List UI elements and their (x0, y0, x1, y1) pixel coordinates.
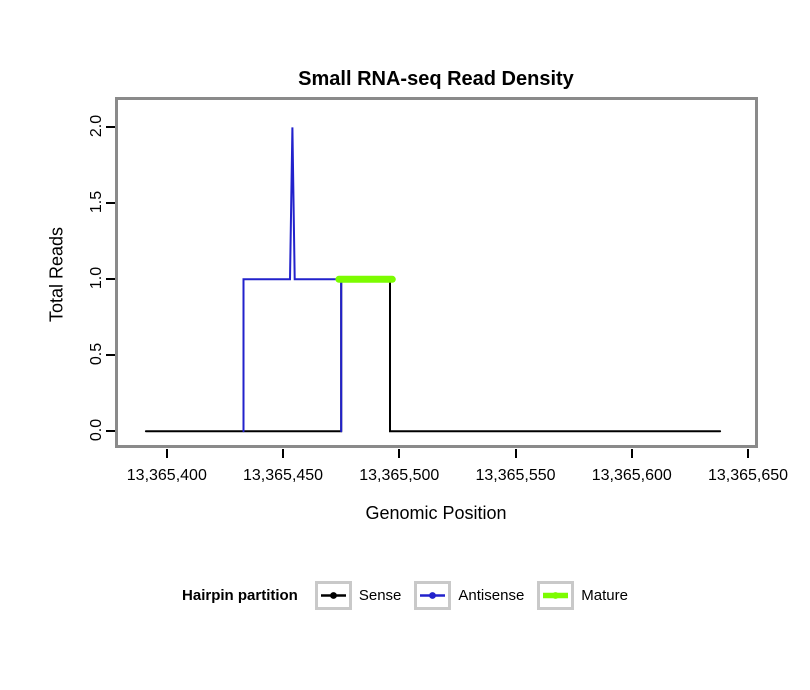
series-sense (144, 278, 722, 433)
x-tick-label: 13,365,600 (591, 467, 672, 484)
x-tick-mark (747, 449, 750, 458)
y-tick-mark (106, 202, 115, 205)
y-tick-label: 1.0 (88, 267, 105, 290)
x-tick-label: 13,365,500 (359, 467, 440, 484)
antisense-key-icon (420, 592, 446, 599)
x-tick-label: 13,365,550 (475, 467, 556, 484)
x-tick-mark (630, 449, 633, 458)
chart-title: Small RNA-seq Read Density (298, 68, 574, 90)
legend-title: Hairpin partition (182, 587, 298, 604)
sense-key-icon (320, 592, 346, 599)
x-tick-mark (165, 449, 168, 458)
x-tick-label: 13,365,400 (126, 467, 207, 484)
plot-area (144, 127, 722, 433)
y-tick-label: 2.0 (88, 115, 105, 138)
legend-label-sense: Sense (358, 587, 402, 604)
x-tick-mark (514, 449, 517, 458)
legend-entry-sense: Sense (314, 581, 402, 610)
x-tick-mark (398, 449, 401, 458)
x-tick-mark (282, 449, 285, 458)
legend-key-sense (314, 581, 352, 610)
series-antisense (242, 127, 343, 433)
plot-panel (115, 97, 758, 448)
legend: Hairpin partition Sense Antisense (0, 581, 810, 610)
y-tick-mark (106, 430, 115, 433)
y-tick-label: 0.5 (88, 343, 105, 366)
legend-label-antisense: Antisense (458, 587, 525, 604)
y-tick-mark (106, 126, 115, 129)
mature-key-icon (543, 592, 569, 599)
x-axis-label: Genomic Position (365, 503, 507, 523)
y-tick-label: 0.0 (88, 419, 105, 442)
y-tick-label: 1.5 (88, 191, 105, 214)
y-tick-mark (106, 278, 115, 281)
x-tick-label: 13,365,450 (243, 467, 324, 484)
legend-entry-mature: Mature (537, 581, 628, 610)
legend-label-mature: Mature (581, 587, 628, 604)
legend-key-antisense (414, 581, 452, 610)
x-tick-label: 13,365,650 (707, 467, 789, 484)
y-tick-mark (106, 354, 115, 357)
legend-entry-antisense: Antisense (414, 581, 524, 610)
y-axis-label: Total Reads (46, 226, 67, 323)
legend-key-mature (537, 581, 575, 610)
